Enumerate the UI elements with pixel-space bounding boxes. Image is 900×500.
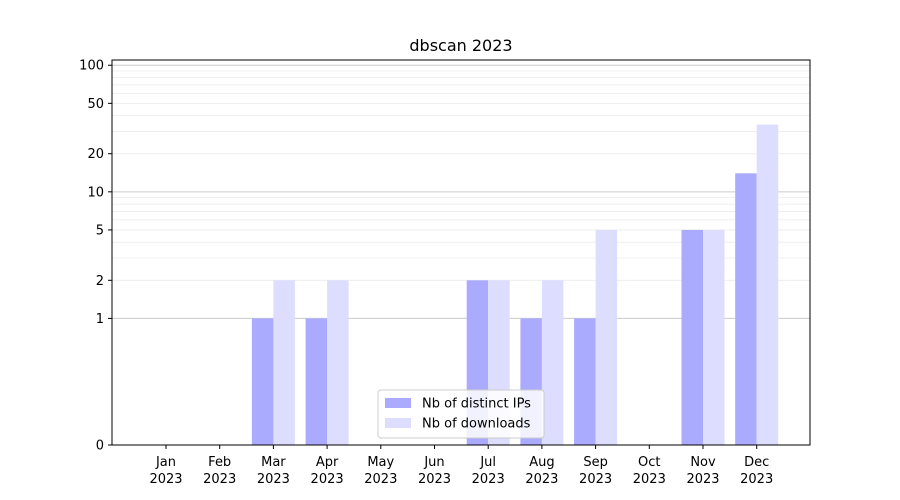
y-tick-label: 5 [96, 223, 104, 238]
bar-downloads [595, 229, 618, 445]
x-tick-label: Apr 2023 [311, 455, 344, 487]
legend-box [377, 389, 545, 439]
x-tick-label: Feb 2023 [203, 455, 236, 487]
y-tick-label: 1 [96, 312, 104, 327]
bars-layer [251, 124, 779, 445]
y-tick-label: 0 [96, 439, 104, 454]
x-axis: Jan 2023 Feb 2023 Mar 2023 Apr 2023 May 2023 Jun 20… [149, 445, 773, 487]
chart-title: dbscan 2023 [409, 36, 512, 55]
bar-downloads [703, 229, 725, 445]
y-axis: 0 1 2 5 10 20 50 100 [79, 59, 112, 454]
legend-label: Nb of downloads [422, 417, 531, 432]
y-tick-label: 50 [87, 97, 104, 112]
x-tick-label: Mar 2023 [257, 455, 290, 487]
legend: Nb of distinct IPs Nb of downloads [377, 389, 545, 439]
bar-distinct-ips [251, 318, 274, 445]
bar-downloads [756, 124, 779, 445]
bar-distinct-ips [681, 229, 703, 445]
bar-downloads [541, 280, 564, 445]
y-tick-label: 100 [79, 59, 104, 74]
x-tick-label: Jun 2023 [418, 455, 451, 487]
x-tick-label: Jan 2023 [149, 455, 182, 487]
x-tick-label: Jul 2023 [472, 455, 505, 487]
y-tick-label: 2 [96, 274, 104, 289]
x-tick-label: Aug 2023 [525, 455, 558, 487]
x-tick-label: Oct 2023 [633, 455, 666, 487]
plot-frame [111, 59, 811, 446]
legend-swatch [385, 418, 411, 428]
legend-label: Nb of distinct IPs [422, 397, 531, 412]
bar-distinct-ips [735, 173, 757, 445]
x-tick-label: Nov 2023 [686, 455, 719, 487]
bar-downloads [327, 280, 349, 445]
x-tick-label: Dec 2023 [740, 455, 773, 487]
bar-distinct-ips [574, 318, 596, 445]
grid-layer [112, 64, 810, 319]
x-tick-label: May 2023 [364, 455, 397, 487]
bar-distinct-ips [305, 318, 328, 445]
legend-swatch [385, 398, 411, 408]
x-tick-label: Sep 2023 [579, 455, 612, 487]
bar-downloads [273, 280, 295, 445]
y-tick-label: 20 [87, 147, 104, 162]
y-tick-label: 10 [87, 185, 104, 200]
